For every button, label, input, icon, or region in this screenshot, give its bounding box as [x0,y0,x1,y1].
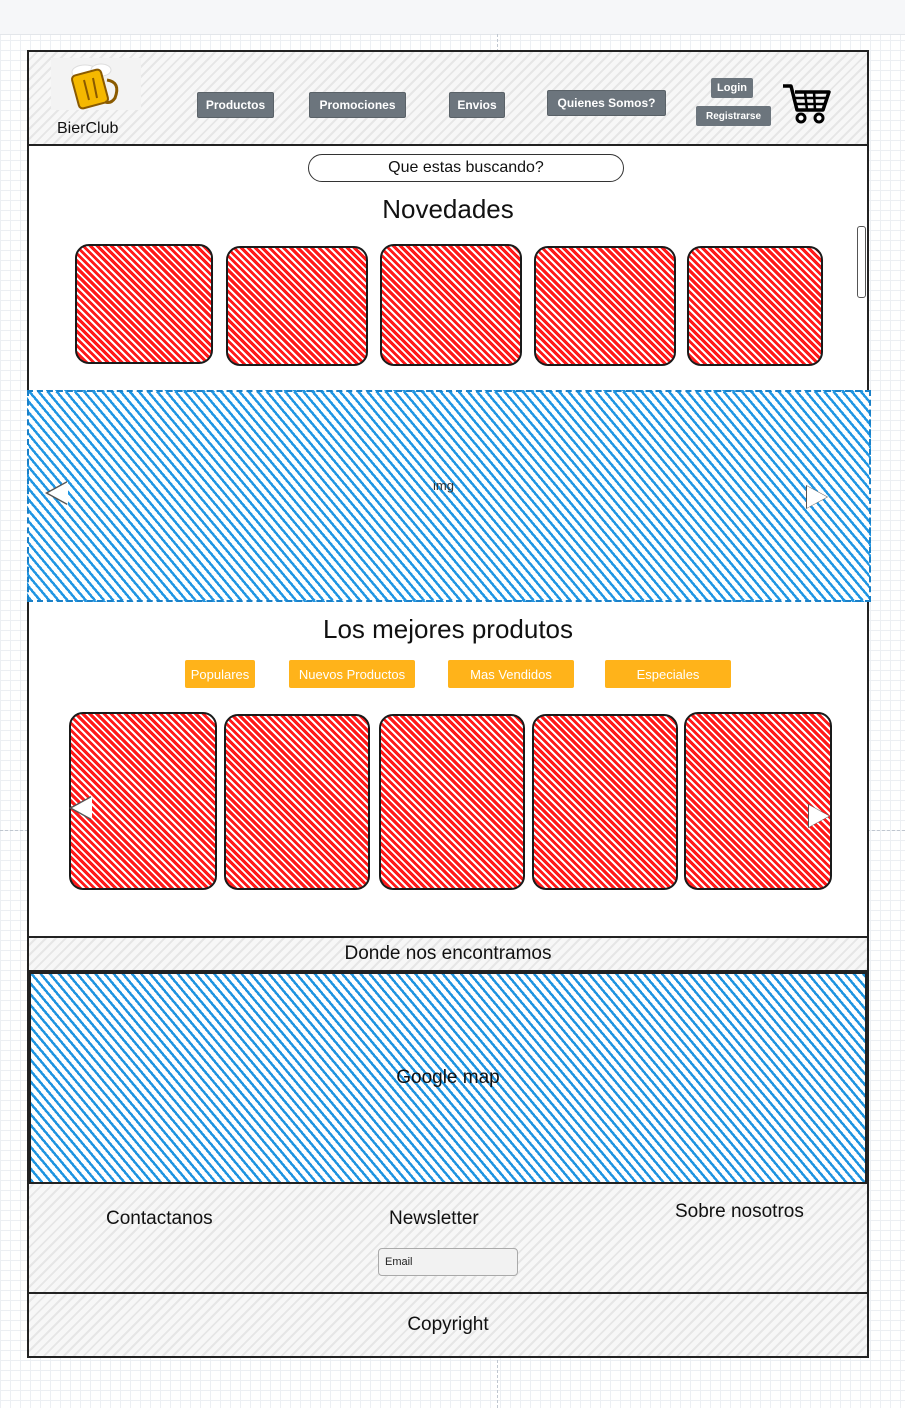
email-field-value: Email [385,1256,413,1268]
product-card[interactable] [684,712,832,890]
nav-envios-button[interactable]: Envios [449,92,505,118]
beer-mug-icon [71,63,119,110]
editor-top-strip [0,0,905,35]
filter-nuevos-productos-button[interactable]: Nuevos Productos [289,660,415,688]
copyright: Copyright [29,1294,867,1356]
nav-promociones-button[interactable]: Promociones [309,92,406,118]
carousel-image-label: img [433,478,454,493]
product-card[interactable] [379,714,525,890]
products-next-icon-fill [809,805,829,827]
contact-link[interactable]: Contactanos [106,1208,213,1229]
login-button[interactable]: Login [711,78,753,98]
newsletter-label: Newsletter [389,1208,479,1229]
page-frame: BierClub Productos Promociones Envios Qu… [27,50,871,1358]
arrow-left-icon-fill [48,482,68,504]
novedades-card[interactable] [380,244,522,366]
scrollbar[interactable] [857,226,866,298]
novedades-card[interactable] [534,246,676,366]
products-prev-icon-fill [72,797,92,819]
novedades-card[interactable] [687,246,823,366]
about-link[interactable]: Sobre nosotros [675,1201,804,1222]
logo-text: BierClub [57,120,119,137]
register-button[interactable]: Registrarse [696,106,771,126]
product-card[interactable] [69,712,217,890]
novedades-title: Novedades [382,194,514,224]
cart-icon-graphic [783,84,831,124]
filter-especiales-button[interactable]: Especiales [605,660,731,688]
filter-populares-button[interactable]: Populares [185,660,255,688]
location-title: Donde nos encontramos [29,936,867,972]
site-header: BierClub Productos Promociones Envios Qu… [29,52,867,146]
product-card[interactable] [532,714,678,890]
novedades-card[interactable] [226,246,368,366]
nav-productos-button[interactable]: Productos [197,92,274,118]
product-card[interactable] [224,714,370,890]
logo[interactable] [51,58,141,110]
newsletter-email-input[interactable]: Email [378,1248,518,1276]
arrow-right-icon-fill [807,486,827,508]
google-map[interactable]: Google map [29,972,867,1184]
nav-quienes-somos-button[interactable]: Quienes Somos? [547,90,666,116]
novedades-card[interactable] [75,244,213,364]
filter-mas-vendidos-button[interactable]: Mas Vendidos [448,660,574,688]
best-products-title: Los mejores produtos [322,614,574,644]
search-input[interactable]: Que estas buscando? [308,154,624,182]
cart-icon[interactable] [781,80,831,124]
image-carousel[interactable] [27,390,871,602]
